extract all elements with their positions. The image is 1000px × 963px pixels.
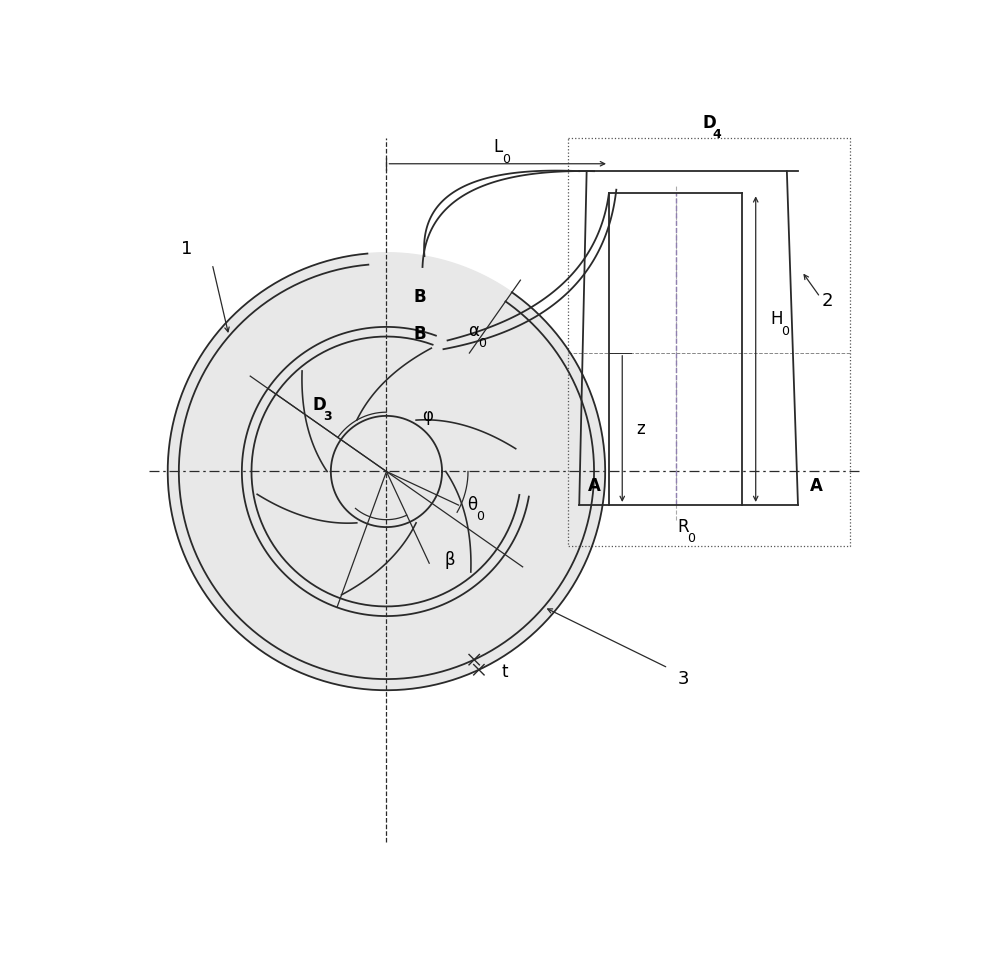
Text: 4: 4 xyxy=(713,128,722,142)
Text: H: H xyxy=(770,310,783,328)
Text: 0: 0 xyxy=(478,337,486,350)
Polygon shape xyxy=(168,252,605,690)
Text: D: D xyxy=(702,114,716,132)
Text: 0: 0 xyxy=(502,153,510,166)
Text: B: B xyxy=(413,325,426,343)
Text: 3: 3 xyxy=(324,410,332,423)
Text: 1: 1 xyxy=(181,240,192,258)
Text: A: A xyxy=(810,478,823,495)
Text: 0: 0 xyxy=(687,533,695,545)
Text: R: R xyxy=(677,518,689,536)
Text: 3: 3 xyxy=(677,670,689,689)
Text: α: α xyxy=(468,323,479,341)
Text: z: z xyxy=(636,420,645,438)
Text: θ: θ xyxy=(467,496,477,514)
Text: t: t xyxy=(502,663,508,681)
Text: 0: 0 xyxy=(781,325,789,338)
Text: D: D xyxy=(313,396,327,414)
Text: β: β xyxy=(444,552,455,569)
Text: 0: 0 xyxy=(476,510,484,523)
Text: L: L xyxy=(493,139,502,156)
Text: B: B xyxy=(413,288,426,306)
Text: A: A xyxy=(588,478,601,495)
Text: φ: φ xyxy=(422,407,433,425)
Text: 2: 2 xyxy=(822,292,833,310)
